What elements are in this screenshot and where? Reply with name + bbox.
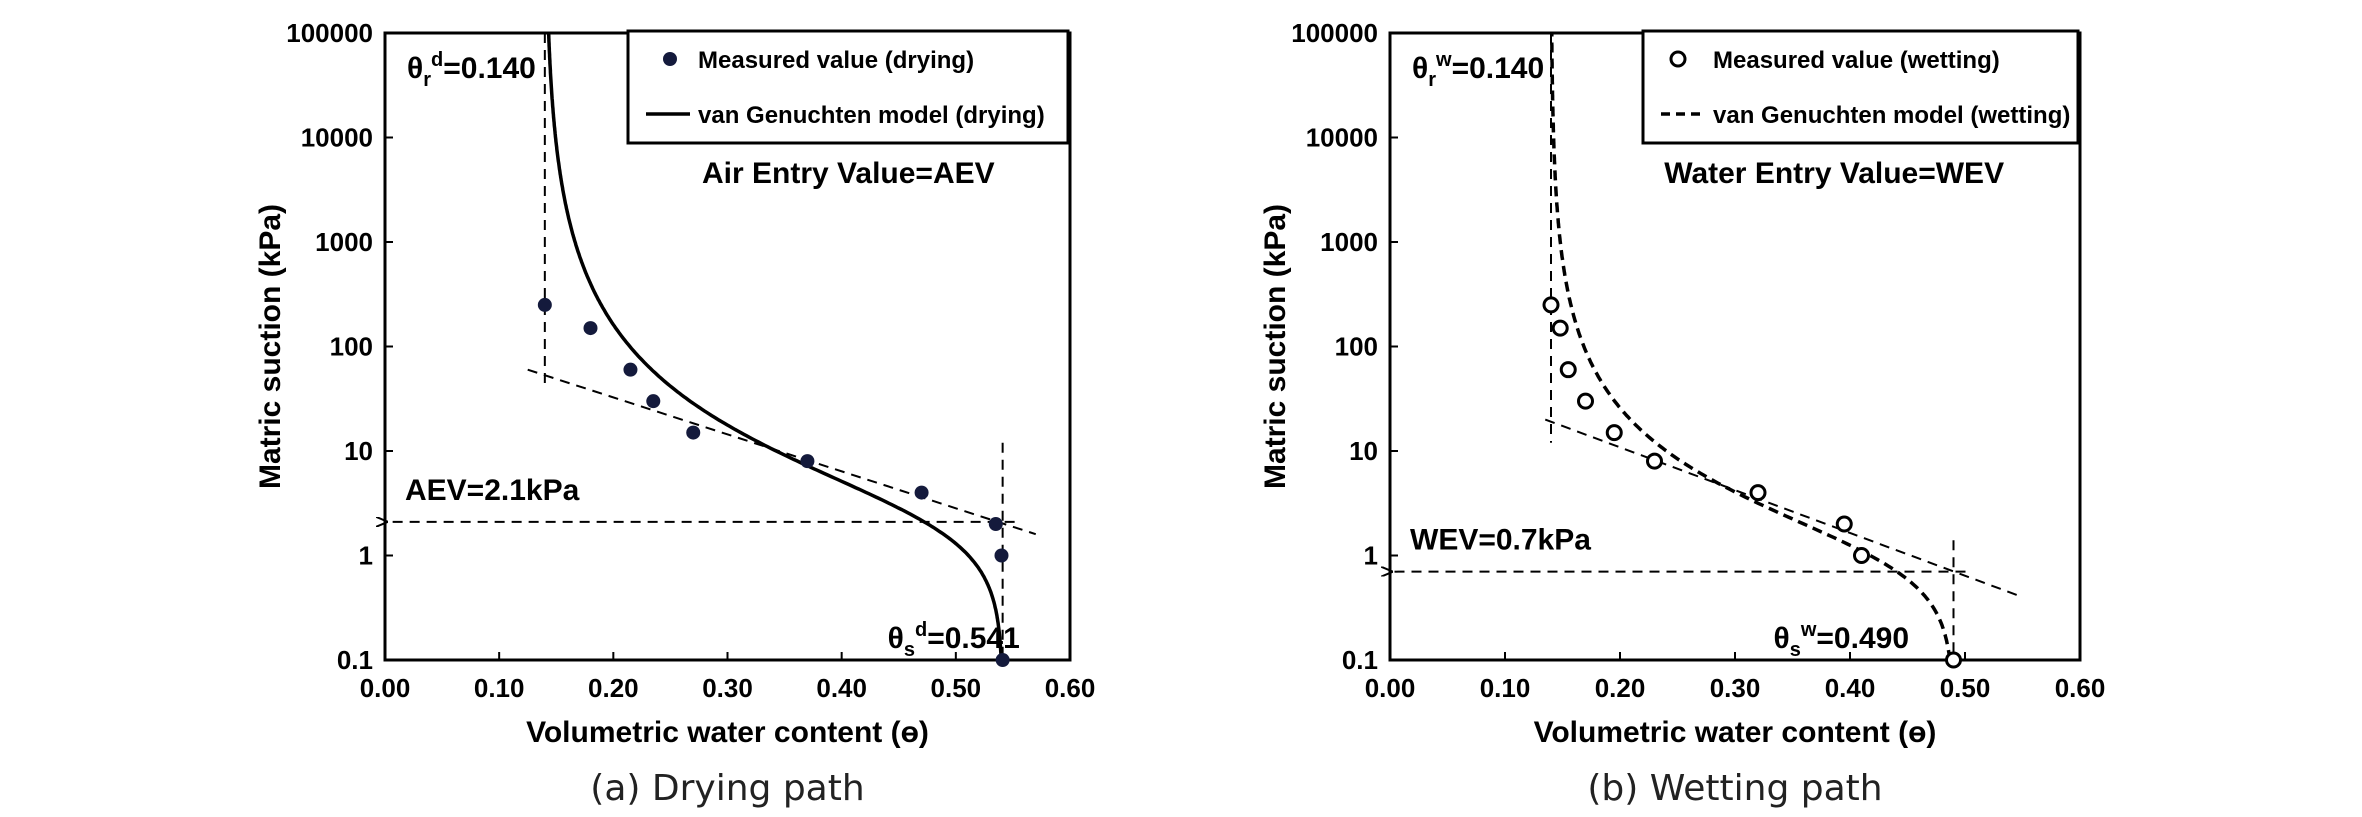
data-point — [646, 394, 661, 409]
y-axis-title: Matric suction (kPa) — [1259, 204, 1292, 489]
data-point — [995, 653, 1010, 667]
y-tick-label: 1000 — [1320, 227, 1378, 257]
data-point — [686, 425, 701, 440]
legend-label: van Genuchten model (drying) — [698, 102, 1045, 129]
tangent-line — [527, 368, 1037, 536]
legend: Measured value (wetting) van Genuchten mo… — [1641, 29, 2080, 145]
x-tick-label: 0.00 — [1365, 673, 1416, 703]
data-point — [623, 362, 638, 377]
legend-marker-open-circle — [1669, 50, 1687, 68]
entry-value-result: AEV=2.1kPa — [405, 474, 580, 507]
y-tick-label: 10000 — [1306, 123, 1378, 153]
model-curve — [546, 32, 1003, 661]
theta-r-annotation: θrw=0.140 — [1412, 49, 1544, 91]
x-tick-label: 0.40 — [816, 673, 867, 703]
x-tick-label: 0.10 — [474, 673, 525, 703]
x-tick-label: 0.00 — [360, 673, 411, 703]
data-point — [914, 485, 929, 500]
y-tick-label: 100 — [330, 332, 373, 362]
data-point — [800, 454, 815, 469]
data-point — [994, 548, 1009, 563]
data-point — [583, 321, 598, 336]
y-tick-label: 1000 — [315, 227, 373, 257]
data-point — [1835, 515, 1853, 533]
x-axis-title: Volumetric water content (ɵ) — [1534, 716, 1937, 749]
legend-label: van Genuchten model (wetting) — [1713, 102, 2070, 129]
y-tick-label: 0.1 — [337, 645, 373, 675]
x-tick-label: 0.30 — [1710, 673, 1761, 703]
tangent-line — [1544, 418, 2023, 599]
panel-caption: (a) Drying path — [590, 768, 864, 809]
legend-marker-filled-circle — [663, 52, 677, 66]
x-tick-label: 0.60 — [2055, 673, 2106, 703]
y-axis-title: Matric suction (kPa) — [254, 204, 287, 489]
legend-box — [1641, 29, 2080, 145]
data-point — [1646, 452, 1663, 470]
x-tick-label: 0.60 — [1045, 673, 1096, 703]
x-tick-label: 0.20 — [588, 673, 639, 703]
legend: Measured value (drying) van Genuchten mod… — [626, 29, 1070, 145]
x-tick-label: 0.30 — [702, 673, 753, 703]
theta-s-annotation: θsw=0.490 — [1774, 619, 1910, 661]
data-point — [1605, 424, 1623, 442]
panel-caption: (b) Wetting path — [1587, 768, 1882, 809]
y-tick-label: 10 — [1349, 436, 1378, 466]
y-tick-label: 100 — [1335, 332, 1378, 362]
data-point — [1551, 319, 1569, 337]
data-point — [1542, 296, 1560, 314]
data-point — [1945, 651, 1962, 669]
x-tick-label: 0.50 — [1940, 673, 1991, 703]
entry-value-title: Air Entry Value=AEV — [702, 157, 995, 190]
x-tick-label: 0.10 — [1480, 673, 1531, 703]
theta-s-annotation: θsd=0.541 — [888, 619, 1020, 661]
entry-value-result: WEV=0.7kPa — [1410, 524, 1591, 557]
x-tick-label: 0.50 — [931, 673, 982, 703]
x-tick-label: 0.20 — [1595, 673, 1646, 703]
data-point — [537, 297, 552, 312]
y-tick-label: 100000 — [1291, 18, 1378, 48]
data-point — [988, 517, 1003, 532]
legend-label: Measured value (wetting) — [1713, 47, 2000, 74]
data-point — [1559, 361, 1577, 379]
y-tick-label: 0.1 — [1342, 645, 1378, 675]
x-tick-label: 0.40 — [1825, 673, 1876, 703]
y-tick-label: 10000 — [301, 123, 373, 153]
legend-label: Measured value (drying) — [698, 47, 974, 74]
y-tick-label: 1 — [359, 541, 373, 571]
data-point — [1853, 547, 1870, 564]
chart-panel-a: 0.00 0.10 0.20 0.30 0.40 0.50 0.60 0.1 1 10 100 100… — [254, 18, 1095, 809]
model-curve — [1549, 32, 1952, 661]
legend-box — [626, 29, 1070, 145]
y-tick-label: 1 — [1364, 541, 1378, 571]
x-axis-title: Volumetric water content (ɵ) — [526, 716, 929, 749]
y-tick-label: 100000 — [286, 18, 373, 48]
chart-panel-b: 0.00 0.10 0.20 0.30 0.40 0.50 0.60 0.1 1 10 100 100… — [1259, 18, 2105, 809]
y-tick-label: 10 — [344, 436, 373, 466]
theta-r-annotation: θrd=0.140 — [407, 49, 536, 91]
data-point — [1749, 484, 1767, 502]
data-point — [1577, 392, 1594, 410]
entry-value-title: Water Entry Value=WEV — [1664, 157, 2004, 190]
